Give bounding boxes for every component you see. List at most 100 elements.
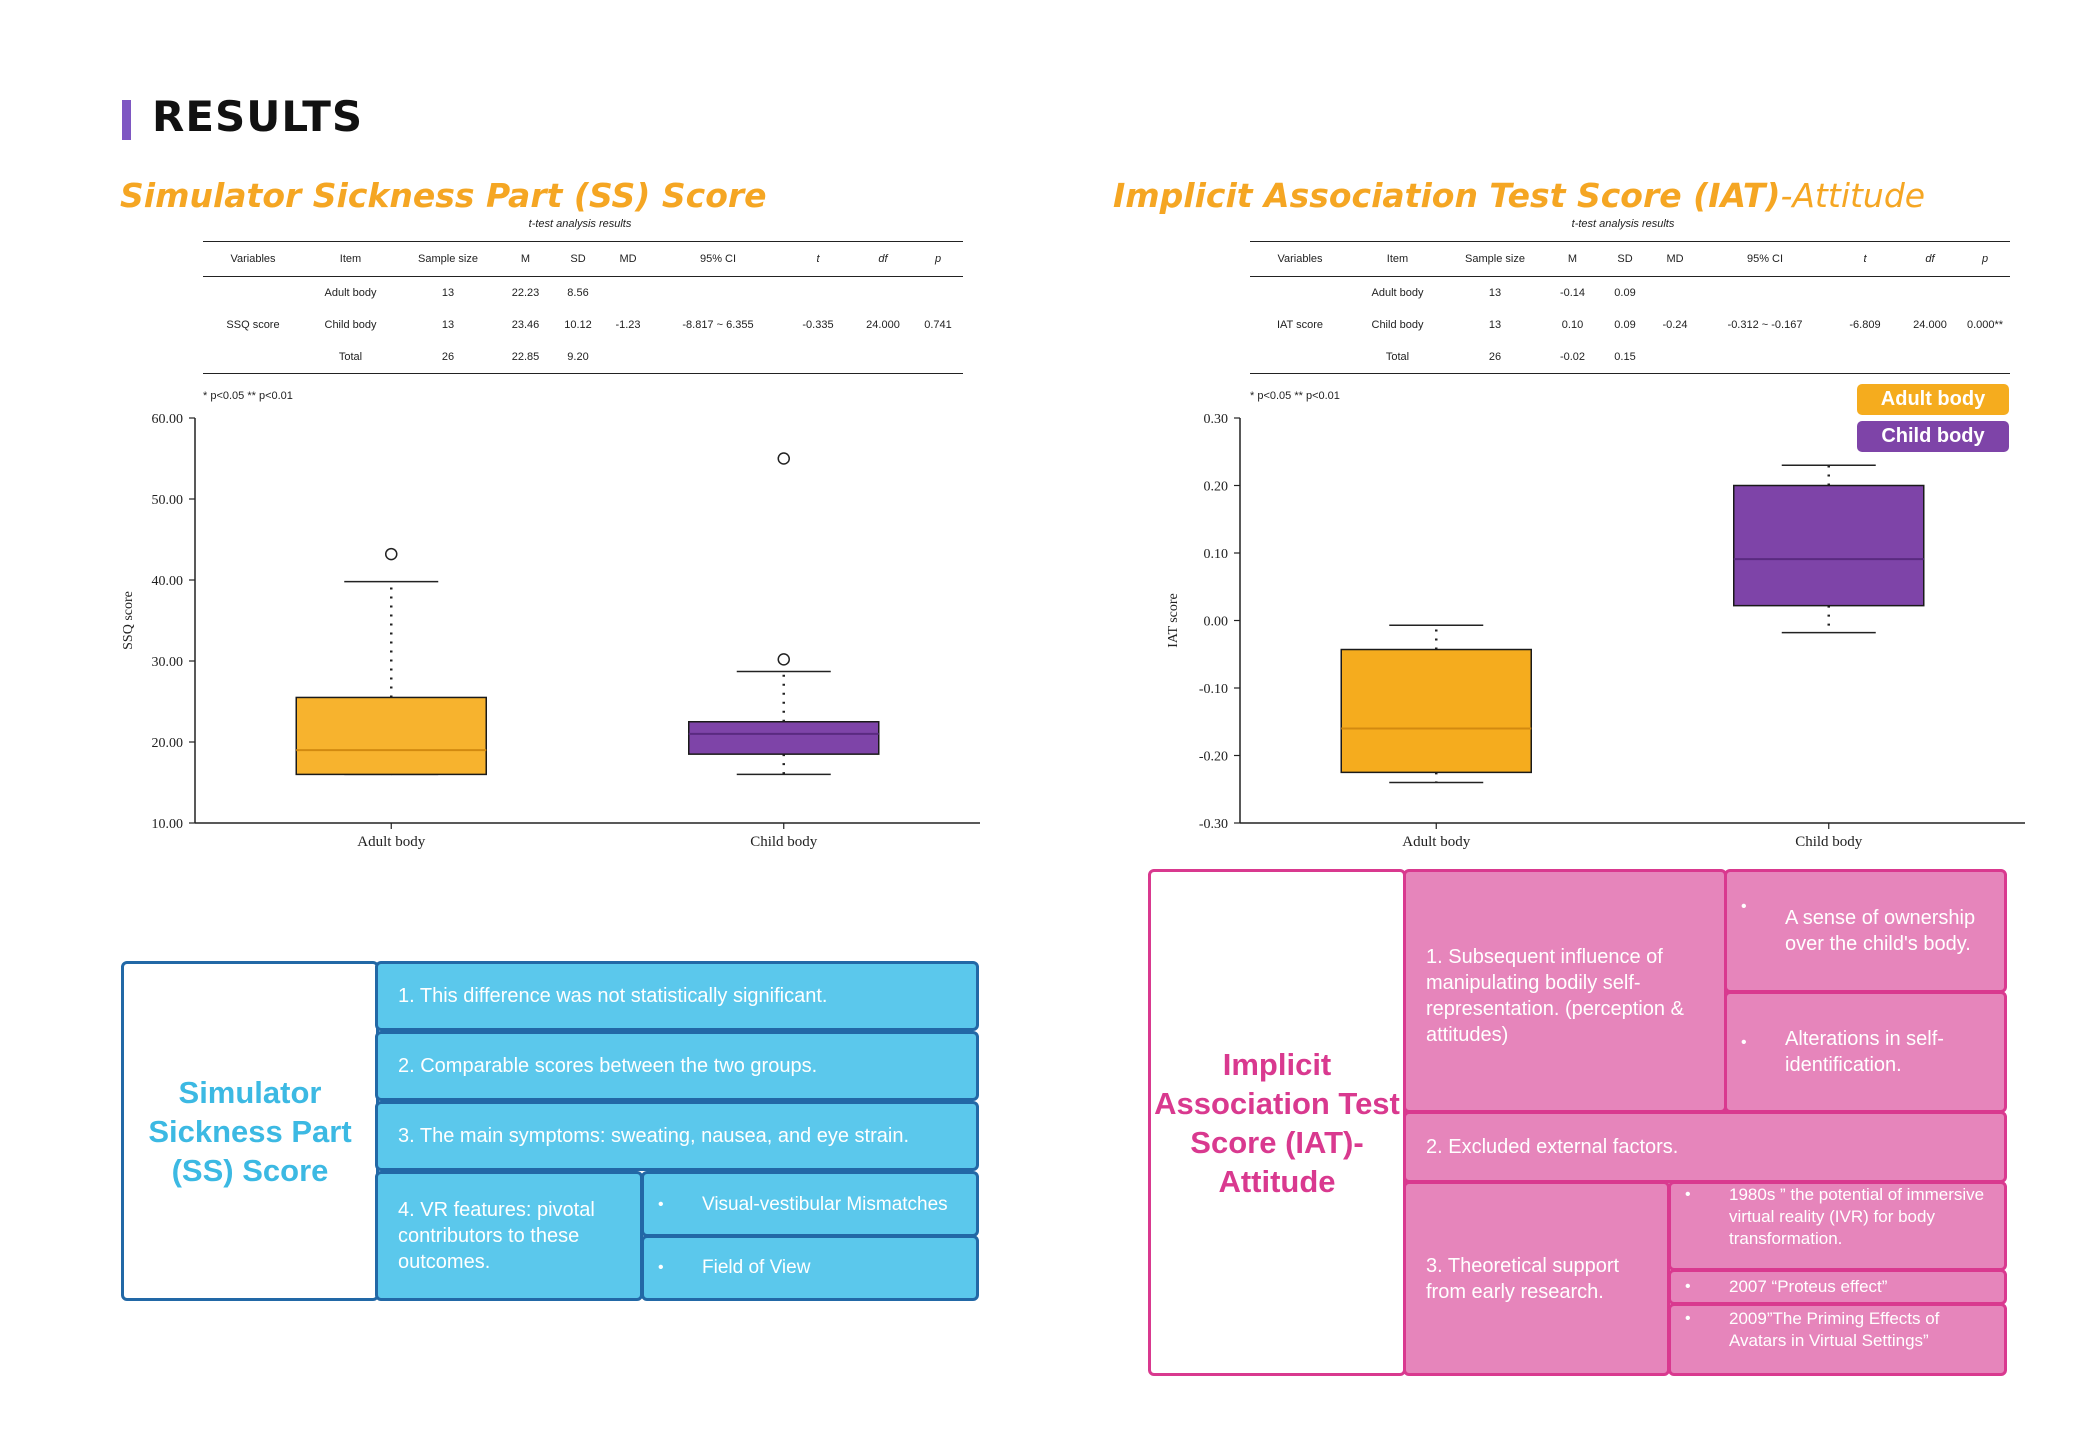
table-cell bbox=[603, 341, 653, 374]
table-cell: 23.46 bbox=[511, 319, 540, 331]
table-cell bbox=[1830, 341, 1900, 374]
table-row: Total 26 22.85 9.20 bbox=[203, 341, 963, 374]
table-cell: -6.809 bbox=[1849, 319, 1881, 331]
y-tick-label: 30.00 bbox=[152, 655, 184, 670]
table-cell bbox=[1650, 277, 1700, 310]
ss-point-1: 1. This difference was not statistically… bbox=[375, 961, 979, 1031]
table-cell: -0.14 bbox=[1559, 287, 1586, 299]
iat-title-main: Implicit Association Test Score (IAT) bbox=[1113, 176, 1781, 215]
iat-subpoint-5-text: 2009”The Priming Effects of Avatars in V… bbox=[1729, 1309, 1940, 1350]
iat-concept-title: Implicit Association Test Score (IAT)-At… bbox=[1148, 869, 1406, 1376]
table-cell: Adult body bbox=[1371, 287, 1424, 299]
table-row: Adult body 13 -0.14 0.09 bbox=[1250, 277, 2010, 310]
table-header-cell: df bbox=[1900, 241, 1960, 277]
table-header-cell: MD bbox=[603, 241, 653, 277]
table-cell: Child body bbox=[324, 319, 377, 331]
table-cell bbox=[1900, 341, 1960, 374]
iat-ttest-table: Variables Item Sample size M SD MD 95% CI t df p A… bbox=[1250, 241, 2010, 374]
bullet-icon: • bbox=[1685, 1186, 1691, 1203]
table-cell: 8.56 bbox=[567, 287, 589, 299]
table-cell: 9.20 bbox=[553, 341, 603, 374]
outlier-point bbox=[777, 452, 790, 465]
legend-child-body: Child body bbox=[1857, 421, 2009, 452]
box-1 bbox=[688, 721, 880, 755]
ss-subpoint-2-text: Field of View bbox=[702, 1257, 811, 1278]
table-row: SSQ score Child body 13 23.46 10.12 -1.23 -8.8… bbox=[203, 309, 963, 341]
ss-subpoint-1-text: Visual-vestibular Mismatches bbox=[702, 1193, 948, 1215]
iat-subpoint-3-text: 1980s ” the potential of immersive virtu… bbox=[1729, 1185, 1985, 1248]
box-1 bbox=[1733, 484, 1925, 607]
bullet-icon: • bbox=[1685, 1278, 1691, 1295]
y-tick-label: 0.20 bbox=[1204, 480, 1229, 495]
y-tick-label: 20.00 bbox=[152, 736, 184, 751]
ss-concept-title: Simulator Sickness Part (SS) Score bbox=[121, 961, 379, 1301]
heading-accent-bar bbox=[122, 100, 131, 140]
table-cell: 0.09 bbox=[1614, 319, 1636, 331]
table-cell bbox=[203, 277, 303, 310]
table-header-cell: t bbox=[1830, 241, 1900, 277]
y-tick-label: -0.20 bbox=[1199, 750, 1228, 765]
ss-section-title: Simulator Sickness Part (SS) Score bbox=[120, 176, 767, 215]
iat-table-caption: t-test analysis results bbox=[1571, 218, 1675, 230]
iat-subpoint-1: • A sense of ownership over the child's b… bbox=[1724, 869, 2007, 993]
ss-significance-note: * p<0.05 ** p<0.01 bbox=[203, 390, 293, 402]
table-cell: SSQ score bbox=[226, 319, 280, 331]
x-tick-label: Adult body bbox=[1402, 834, 1470, 850]
table-cell: -0.335 bbox=[802, 319, 834, 331]
table-cell bbox=[1650, 341, 1700, 374]
table-cell bbox=[653, 277, 783, 310]
x-tick-label: Child body bbox=[1795, 834, 1863, 850]
table-header-cell: p bbox=[913, 241, 963, 277]
table-cell bbox=[853, 341, 913, 374]
table-cell: 0.741 bbox=[924, 319, 952, 331]
table-cell: 0.000** bbox=[1966, 319, 2004, 331]
table-cell: 0.09 bbox=[1614, 287, 1636, 299]
table-cell: 24.000 bbox=[866, 319, 900, 331]
table-cell bbox=[1830, 277, 1900, 310]
y-tick-label: 10.00 bbox=[152, 817, 184, 832]
outlier-point bbox=[777, 653, 790, 666]
page-heading: RESULTS bbox=[152, 92, 364, 141]
table-cell: 10.12 bbox=[564, 319, 592, 331]
table-cell bbox=[653, 341, 783, 374]
iat-subpoint-4: • 2007 “Proteus effect” bbox=[1668, 1269, 2007, 1305]
iat-subpoint-2-text: Alterations in self-identification. bbox=[1785, 1028, 1944, 1076]
table-header-cell: 95% CI bbox=[653, 241, 783, 277]
table-cell: -8.817 ~ 6.355 bbox=[682, 319, 754, 331]
table-cell: 26 bbox=[1445, 341, 1545, 374]
bullet-icon: • bbox=[658, 1195, 664, 1213]
legend-adult-body: Adult body bbox=[1857, 384, 2009, 415]
table-cell bbox=[913, 277, 963, 310]
table-cell: -1.23 bbox=[615, 319, 641, 331]
y-axis-label: IAT score bbox=[1166, 593, 1181, 648]
table-cell: Adult body bbox=[324, 287, 377, 299]
outlier-point bbox=[385, 547, 398, 561]
y-tick-label: 0.30 bbox=[1204, 412, 1229, 427]
ss-point-2: 2. Comparable scores between the two gro… bbox=[375, 1031, 979, 1101]
table-cell: -0.24 bbox=[1662, 319, 1688, 331]
table-header-cell: t bbox=[783, 241, 853, 277]
ss-point-3: 3. The main symptoms: sweating, nausea, … bbox=[375, 1101, 979, 1171]
table-header-row: Variables Item Sample size M SD MD 95% CI t df p bbox=[1250, 241, 2010, 277]
x-tick-label: Adult body bbox=[357, 834, 425, 850]
table-header-cell: Sample size bbox=[1445, 241, 1545, 277]
bullet-icon: • bbox=[1741, 898, 1747, 915]
table-cell: 0.10 bbox=[1561, 319, 1584, 331]
ss-ttest-table: Variables Item Sample size M SD MD 95% CI t df p A… bbox=[203, 241, 963, 374]
table-header-cell: SD bbox=[553, 241, 603, 277]
iat-subpoint-4-text: 2007 “Proteus effect” bbox=[1729, 1277, 1888, 1296]
iat-point-1: 1. Subsequent influence of manipulating … bbox=[1403, 869, 1727, 1113]
ss-boxplot-chart: 10.00 20.00 30.00 40.00 50.00 60.00 SSQ score A… bbox=[121, 412, 980, 850]
table-header-cell: M bbox=[498, 241, 553, 277]
iat-point-3: 3. Theoretical support from early resear… bbox=[1403, 1181, 1670, 1376]
table-cell bbox=[1700, 277, 1830, 310]
table-cell: 22.85 bbox=[498, 341, 553, 374]
iat-point-2: 2. Excluded external factors. bbox=[1403, 1111, 2007, 1183]
table-header-cell: Sample size bbox=[398, 241, 498, 277]
box-0 bbox=[295, 696, 487, 776]
iat-significance-note: * p<0.05 ** p<0.01 bbox=[1250, 390, 1340, 402]
table-header-cell: df bbox=[853, 241, 913, 277]
table-row: Total 26 -0.02 0.15 bbox=[1250, 341, 2010, 374]
y-tick-label: 50.00 bbox=[152, 493, 184, 508]
bullet-icon: • bbox=[1685, 1310, 1691, 1327]
